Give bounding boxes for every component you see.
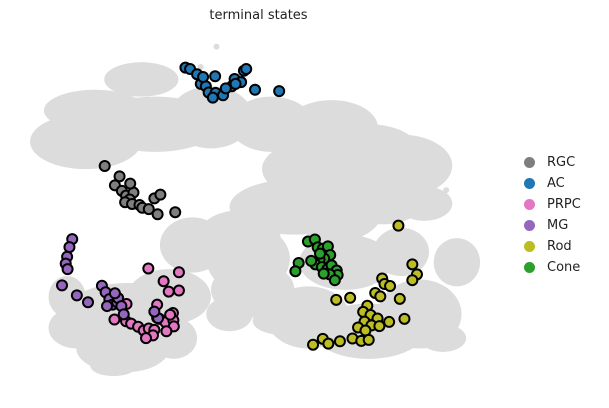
legend-item-mg: MG	[524, 215, 581, 236]
legend-swatch-rod	[524, 241, 535, 252]
point-rod-0	[392, 219, 405, 232]
legend-item-prpc: PRPC	[524, 194, 581, 215]
point-prpc-22	[164, 308, 177, 321]
point-mg-5	[56, 279, 69, 292]
point-rod-29	[406, 274, 419, 287]
point-rod-1	[406, 258, 419, 271]
point-ac-14	[240, 63, 253, 76]
point-rod-23	[333, 335, 346, 348]
point-rgc-12	[154, 188, 167, 201]
background-point-4	[326, 234, 333, 241]
legend: RGC AC PRPC MG Rod Cone	[524, 152, 581, 278]
legend-label-mg: MG	[547, 218, 569, 233]
background-region-23	[48, 307, 105, 349]
legend-swatch-cone	[524, 262, 535, 273]
background-point-0	[213, 43, 220, 50]
point-rod-24	[307, 338, 320, 351]
background-region-32	[433, 238, 481, 287]
point-rod-27	[362, 333, 375, 346]
legend-item-cone: Cone	[524, 257, 581, 278]
background-region-31	[373, 227, 430, 277]
background-region-18	[206, 296, 253, 332]
point-cone-18	[305, 254, 318, 267]
point-cone-19	[314, 247, 326, 260]
background-point-1	[197, 63, 204, 70]
series-cone	[289, 233, 344, 287]
point-cone-20	[328, 274, 341, 287]
series-ac	[179, 61, 286, 104]
series-rgc	[98, 159, 182, 221]
background-region-0	[104, 62, 179, 97]
point-ac-8	[206, 91, 219, 104]
point-rod-7	[374, 290, 387, 303]
terminal-state-cells	[56, 61, 423, 351]
point-prpc-8	[108, 313, 121, 326]
point-rgc-0	[98, 159, 111, 172]
legend-swatch-ac	[524, 178, 535, 189]
series-mg	[56, 233, 165, 325]
legend-swatch-prpc	[524, 199, 535, 210]
point-prpc-19	[140, 332, 152, 345]
point-ac-15	[229, 77, 242, 90]
point-mg-16	[101, 300, 114, 313]
point-rod-22	[322, 337, 335, 350]
point-mg-15	[117, 308, 130, 321]
point-rgc-16	[124, 177, 137, 190]
point-rod-19	[398, 312, 411, 325]
legend-item-rgc: RGC	[524, 152, 581, 173]
point-rgc-15	[113, 170, 126, 183]
legend-label-prpc: PRPC	[547, 197, 581, 212]
background-region-26	[90, 355, 137, 377]
point-prpc-23	[160, 325, 173, 338]
point-prpc-3	[162, 285, 175, 298]
point-rod-28	[330, 293, 343, 306]
legend-label-rgc: RGC	[547, 155, 576, 170]
legend-swatch-mg	[524, 220, 535, 231]
point-prpc-1	[172, 266, 185, 279]
point-prpc-4	[172, 284, 185, 297]
point-mg-6	[70, 289, 83, 302]
point-mg-4	[61, 263, 74, 276]
point-rod-26	[393, 292, 406, 305]
point-ac-19	[219, 82, 232, 95]
background-cells	[30, 43, 481, 377]
background-point-3	[184, 249, 191, 256]
scatter-plot	[30, 43, 481, 377]
point-mg-17	[108, 287, 121, 300]
point-rgc-13	[151, 208, 164, 221]
legend-swatch-rgc	[524, 157, 535, 168]
background-point-5	[443, 187, 450, 194]
chart-title: terminal states	[209, 8, 308, 23]
point-rod-5	[384, 280, 397, 293]
point-prpc-0	[142, 262, 155, 275]
point-ac-16	[249, 83, 262, 96]
point-cone-15	[317, 267, 330, 280]
legend-label-rod: Rod	[547, 239, 572, 254]
point-rgc-14	[169, 206, 182, 219]
point-mg-19	[148, 305, 161, 318]
background-region-13	[396, 186, 453, 221]
legend-label-ac: AC	[547, 176, 565, 191]
point-prpc-2	[157, 275, 170, 288]
legend-item-rod: Rod	[524, 236, 581, 257]
point-rgc-10	[142, 203, 155, 216]
point-cone-17	[289, 265, 302, 278]
point-mg-1	[63, 241, 76, 254]
point-rod-17	[373, 320, 386, 333]
point-ac-17	[273, 85, 286, 98]
legend-label-cone: Cone	[547, 260, 581, 275]
background-region-33	[419, 324, 467, 352]
legend-item-ac: AC	[524, 173, 581, 194]
point-rod-18	[383, 315, 396, 328]
point-ac-3	[209, 70, 222, 83]
point-rod-9	[344, 291, 357, 304]
series-rod	[307, 219, 423, 351]
point-mg-7	[82, 296, 94, 309]
point-ac-18	[197, 70, 210, 83]
